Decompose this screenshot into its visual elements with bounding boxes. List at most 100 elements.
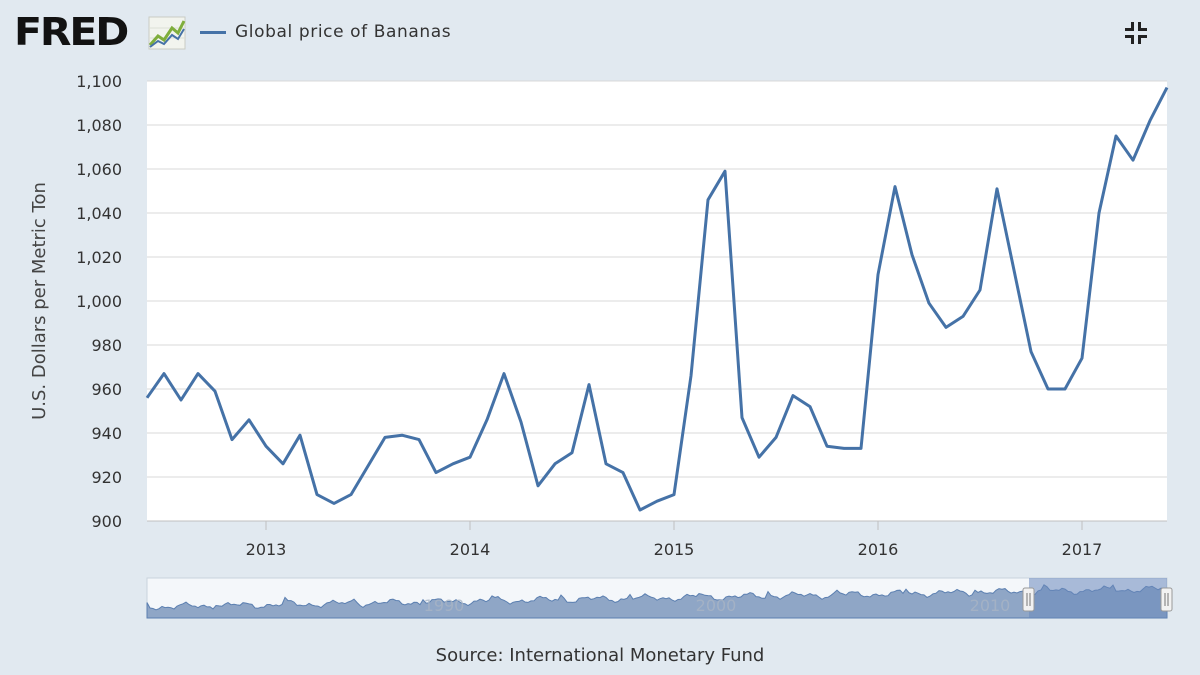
data-point[interactable] bbox=[1012, 268, 1016, 272]
data-point[interactable] bbox=[689, 374, 693, 378]
data-point[interactable] bbox=[281, 462, 285, 466]
navigator-series bbox=[146, 584, 1168, 619]
data-point[interactable] bbox=[417, 438, 421, 442]
data-point[interactable] bbox=[400, 433, 404, 437]
data-point[interactable] bbox=[179, 398, 183, 402]
data-point[interactable] bbox=[706, 198, 710, 202]
data-point[interactable] bbox=[349, 493, 353, 497]
navigator-left-handle[interactable] bbox=[1022, 587, 1035, 612]
data-point[interactable] bbox=[876, 273, 880, 277]
y-tick-label: 960 bbox=[91, 380, 122, 399]
y-axis-label: U.S. Dollars per Metric Ton bbox=[29, 182, 50, 420]
data-point[interactable] bbox=[519, 420, 523, 424]
grid-lines bbox=[147, 80, 1167, 478]
data-point[interactable] bbox=[791, 394, 795, 398]
data-point[interactable] bbox=[468, 455, 472, 459]
series-layer bbox=[145, 86, 1169, 512]
data-point[interactable] bbox=[604, 462, 608, 466]
data-point[interactable] bbox=[502, 372, 506, 376]
data-point[interactable] bbox=[162, 372, 166, 376]
navigator-year-label: 2010 bbox=[970, 596, 1011, 615]
y-tick-label: 1,100 bbox=[76, 72, 122, 91]
legend-swatch bbox=[200, 30, 226, 34]
legend[interactable]: Global price of Bananas bbox=[200, 21, 451, 43]
data-point[interactable] bbox=[672, 493, 676, 497]
data-point[interactable] bbox=[910, 253, 914, 257]
data-point[interactable] bbox=[536, 484, 540, 488]
data-point[interactable] bbox=[451, 462, 455, 466]
header: FRED Global price of Bananas bbox=[0, 0, 1200, 70]
x-tick-label: 2014 bbox=[450, 540, 491, 559]
data-point[interactable] bbox=[944, 325, 948, 329]
source-note: Source: International Monetary Fund bbox=[435, 645, 765, 666]
y-tick-label: 940 bbox=[91, 424, 122, 443]
data-point[interactable] bbox=[1148, 119, 1152, 123]
y-tick-label: 980 bbox=[91, 336, 122, 355]
fred-logo-graph-icon bbox=[148, 16, 186, 50]
data-point[interactable] bbox=[859, 446, 863, 450]
y-tick-label: 920 bbox=[91, 468, 122, 487]
x-tick-labels: 2013 2014 2015 2016 2017 bbox=[246, 521, 1103, 559]
data-point[interactable] bbox=[230, 438, 234, 442]
collapse-arrows-icon[interactable] bbox=[1124, 21, 1148, 45]
data-point[interactable] bbox=[757, 455, 761, 459]
data-point[interactable] bbox=[723, 169, 727, 173]
data-point[interactable] bbox=[1114, 134, 1118, 138]
data-point[interactable] bbox=[842, 446, 846, 450]
data-point[interactable] bbox=[927, 301, 931, 305]
data-point[interactable] bbox=[961, 314, 965, 318]
data-point[interactable] bbox=[196, 372, 200, 376]
x-tick-label: 2017 bbox=[1062, 540, 1103, 559]
data-point[interactable] bbox=[570, 451, 574, 455]
x-tick-label: 2016 bbox=[858, 540, 899, 559]
data-point[interactable] bbox=[638, 508, 642, 512]
data-point[interactable] bbox=[655, 499, 659, 503]
data-point[interactable] bbox=[298, 433, 302, 437]
data-point[interactable] bbox=[247, 418, 251, 422]
navigator-labels: 1990 2000 2010 bbox=[424, 596, 1011, 615]
series-line[interactable] bbox=[145, 86, 1169, 512]
data-point[interactable] bbox=[893, 185, 897, 189]
data-point[interactable] bbox=[332, 501, 336, 505]
navigator-year-label: 2000 bbox=[696, 596, 737, 615]
data-point[interactable] bbox=[145, 396, 149, 400]
data-point[interactable] bbox=[434, 471, 438, 475]
data-point[interactable] bbox=[213, 389, 217, 393]
legend-label: Global price of Bananas bbox=[235, 22, 452, 42]
data-point[interactable] bbox=[995, 187, 999, 191]
y-tick-label: 1,000 bbox=[76, 292, 122, 311]
y-tick-label: 1,020 bbox=[76, 248, 122, 267]
data-point[interactable] bbox=[1029, 350, 1033, 354]
y-tick-label: 1,040 bbox=[76, 204, 122, 223]
navigator[interactable]: 1990 2000 2010 bbox=[146, 577, 1173, 619]
data-point[interactable] bbox=[485, 418, 489, 422]
data-point[interactable] bbox=[383, 435, 387, 439]
data-point[interactable] bbox=[264, 444, 268, 448]
data-point[interactable] bbox=[1165, 86, 1169, 90]
data-point[interactable] bbox=[621, 471, 625, 475]
data-point[interactable] bbox=[774, 435, 778, 439]
data-point[interactable] bbox=[366, 464, 370, 468]
y-tick-label: 900 bbox=[91, 512, 122, 531]
x-tick-label: 2013 bbox=[246, 540, 287, 559]
data-point[interactable] bbox=[1063, 387, 1067, 391]
data-point[interactable] bbox=[315, 493, 319, 497]
data-point[interactable] bbox=[587, 383, 591, 387]
y-tick-labels: 900 920 940 960 980 1,000 1,020 1,040 1,060 1,080… bbox=[76, 72, 122, 531]
data-point[interactable] bbox=[808, 405, 812, 409]
data-point[interactable] bbox=[1097, 211, 1101, 215]
data-point[interactable] bbox=[1046, 387, 1050, 391]
data-point[interactable] bbox=[825, 444, 829, 448]
data-point[interactable] bbox=[1080, 356, 1084, 360]
data-point[interactable] bbox=[1131, 158, 1135, 162]
navigator-selection[interactable] bbox=[1029, 578, 1167, 618]
y-tick-label: 1,060 bbox=[76, 160, 122, 179]
x-tick-label: 2015 bbox=[654, 540, 695, 559]
navigator-right-handle[interactable] bbox=[1160, 587, 1173, 612]
y-tick-label: 1,080 bbox=[76, 116, 122, 135]
fred-logo[interactable]: FRED bbox=[14, 10, 129, 54]
data-point[interactable] bbox=[978, 288, 982, 292]
data-point[interactable] bbox=[553, 462, 557, 466]
data-point[interactable] bbox=[740, 416, 744, 420]
